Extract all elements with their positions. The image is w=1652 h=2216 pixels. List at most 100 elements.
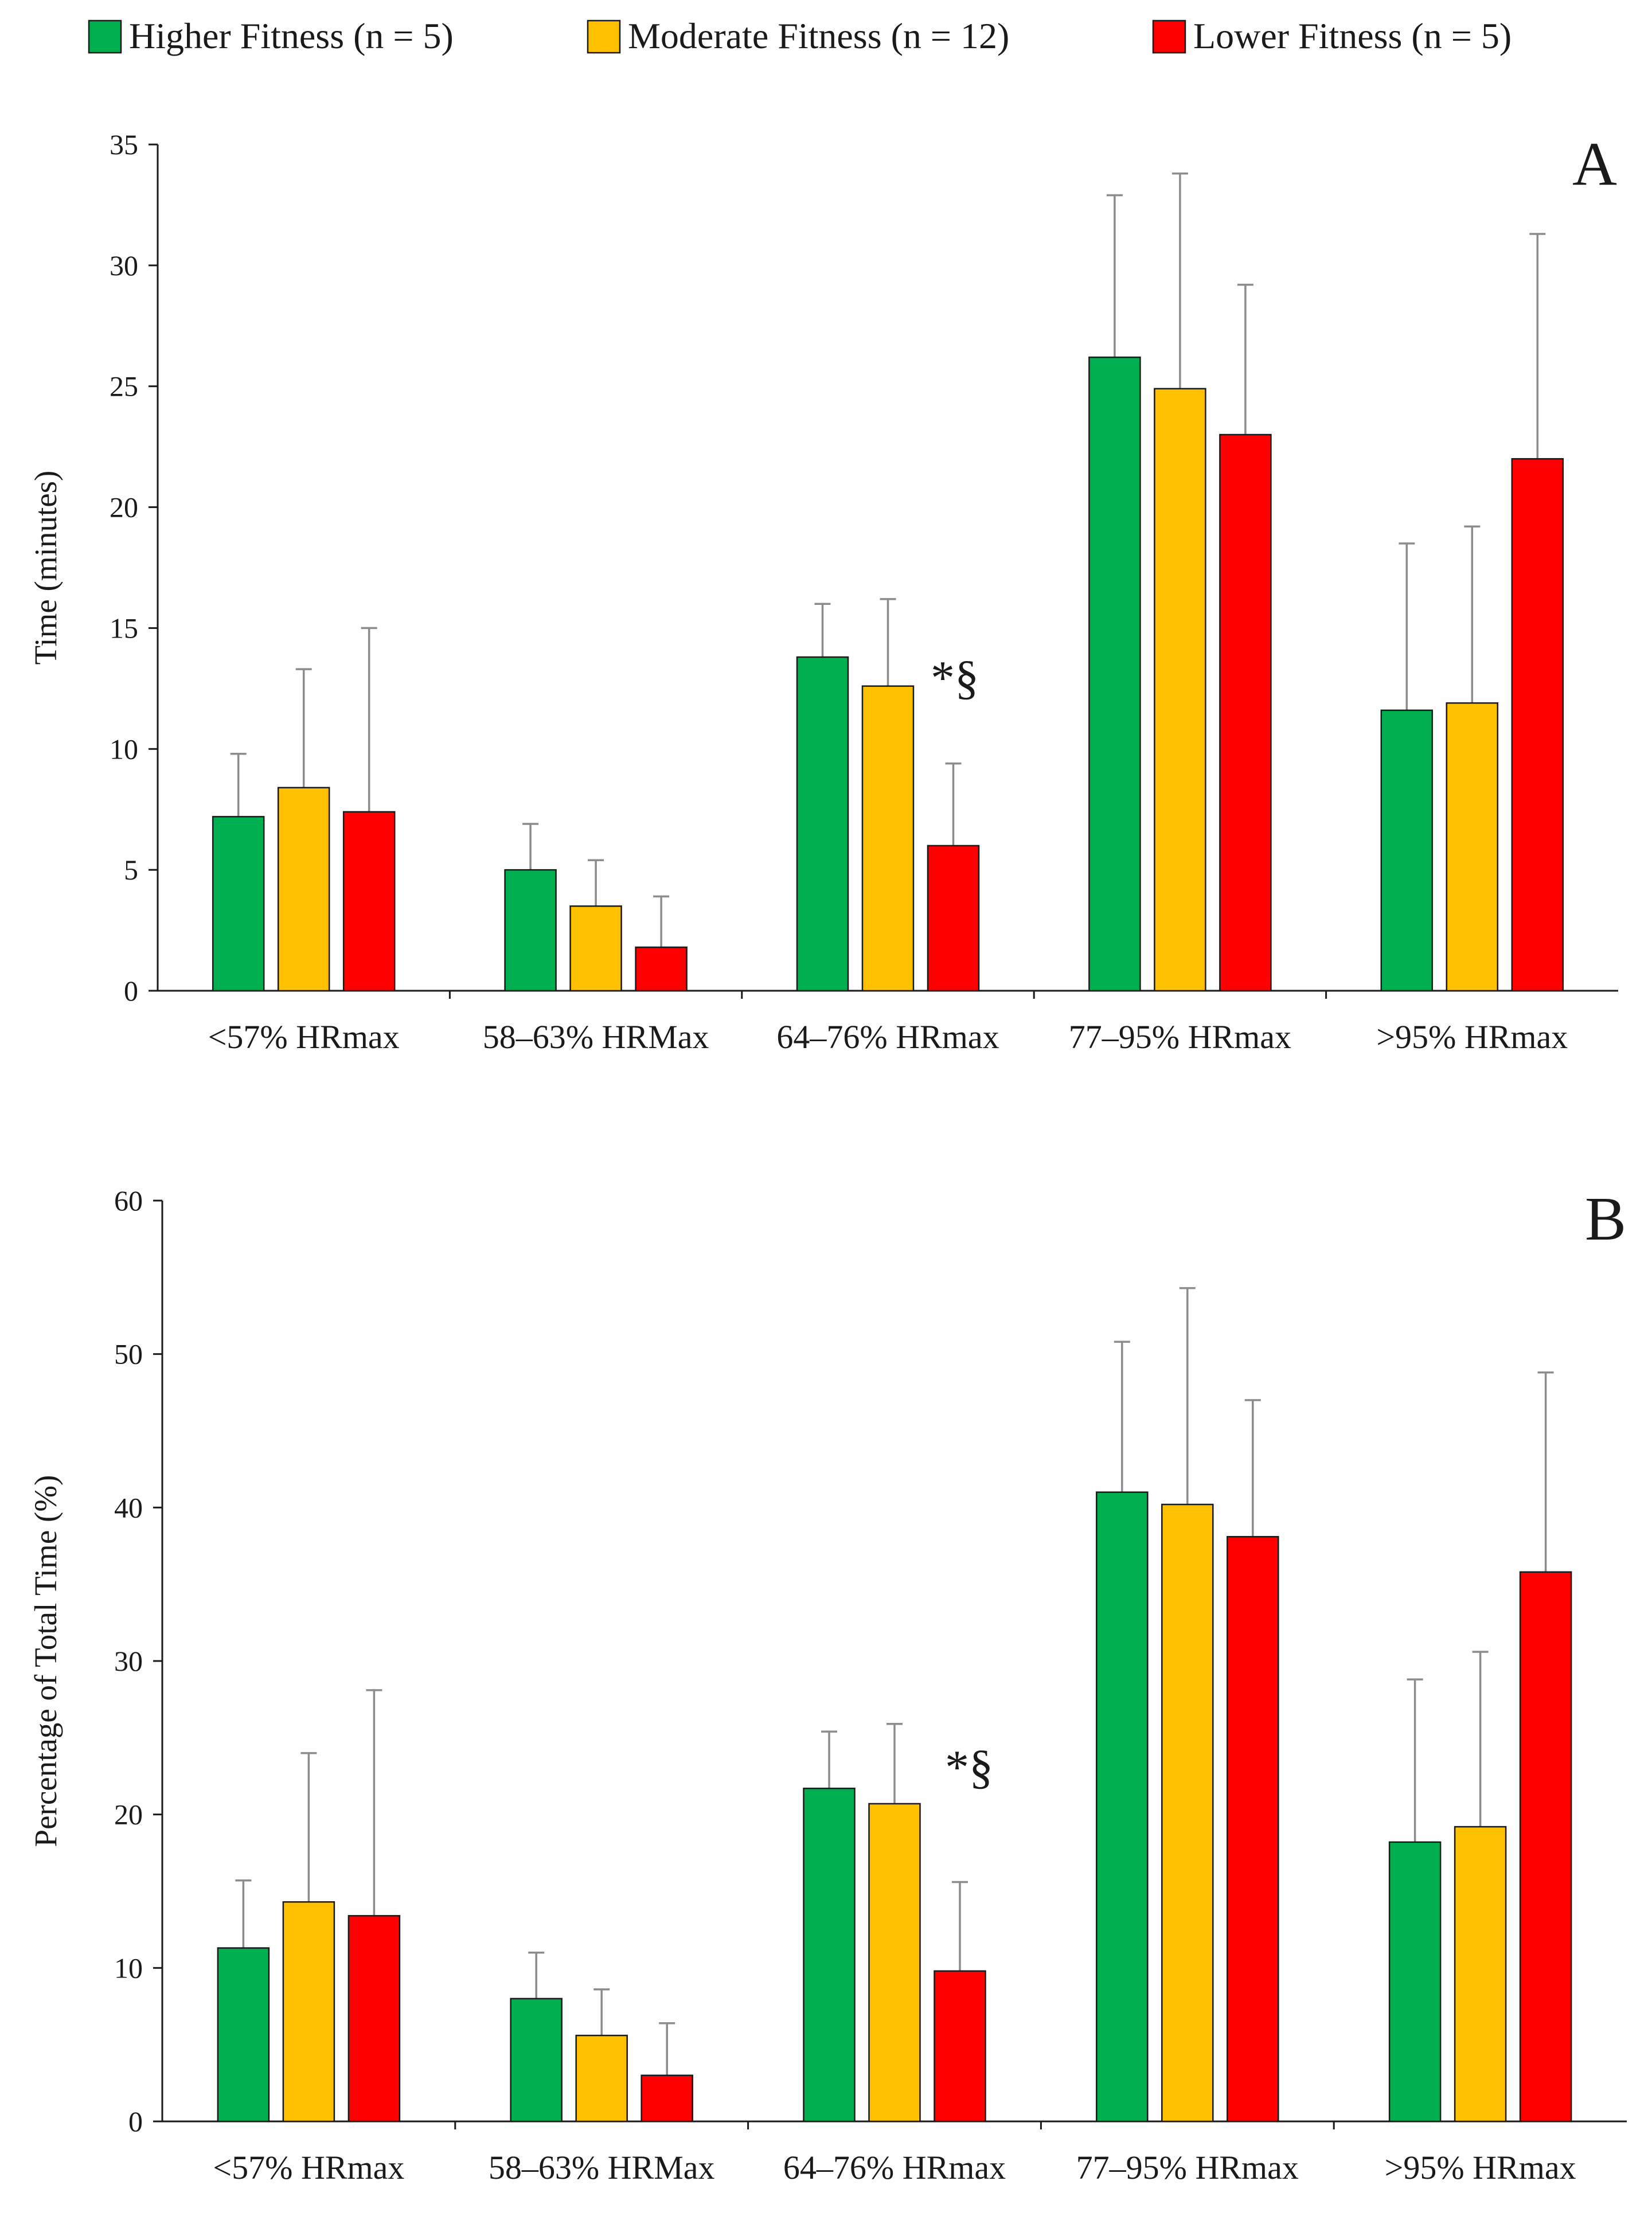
bar-a-lower-fitness-58-63 bbox=[635, 946, 688, 992]
bar-b-moderate-fitness-64-76 bbox=[868, 1803, 921, 2123]
y-tick-label-b: 30 bbox=[114, 1645, 143, 1677]
bar-a-moderate-fitness-lt57 bbox=[277, 787, 330, 992]
bar-b-moderate-fitness-77-95 bbox=[1161, 1503, 1214, 2123]
legend-label-higher-fitness: Higher Fitness (n = 5) bbox=[129, 15, 454, 56]
bar-b-moderate-fitness-gt95 bbox=[1454, 1826, 1507, 2123]
bar-a-moderate-fitness-gt95 bbox=[1446, 702, 1499, 992]
error-bar-a-moderate-fitness-gt95 bbox=[1464, 525, 1481, 704]
error-bar-a-moderate-fitness-77-95 bbox=[1171, 172, 1188, 389]
y-tick-label-b: 20 bbox=[114, 1799, 143, 1831]
error-bar-b-moderate-fitness-64-76 bbox=[886, 1722, 903, 1804]
y-tick-label-b: 10 bbox=[114, 1952, 143, 1984]
y-tick-label-b: 0 bbox=[128, 2105, 143, 2137]
bar-b-higher-fitness-lt57 bbox=[217, 1947, 270, 2123]
error-bar-b-lower-fitness-gt95 bbox=[1537, 1371, 1554, 1572]
panel-letter-b: B bbox=[1585, 1185, 1626, 1253]
y-tick-label-a: 15 bbox=[110, 612, 138, 644]
chart-panel-b: 0 10 20 30 40 50 60 Percentage of Total Time (%… bbox=[28, 1185, 1627, 2186]
y-tick-label-a: 20 bbox=[110, 491, 138, 523]
error-bar-b-higher-fitness-64-76 bbox=[821, 1730, 837, 1789]
bar-a-higher-fitness-77-95 bbox=[1088, 356, 1141, 992]
error-bar-a-moderate-fitness-58-63 bbox=[588, 859, 604, 906]
chart-panel-a: 0 5 10 15 20 25 30 35 Time (minutes) A <57% HRmax 5… bbox=[28, 128, 1618, 1056]
y-tick-label-b: 40 bbox=[114, 1491, 143, 1523]
bar-b-higher-fitness-77-95 bbox=[1096, 1491, 1149, 2123]
bar-a-lower-fitness-gt95 bbox=[1511, 458, 1564, 992]
bar-a-higher-fitness-58-63 bbox=[504, 869, 557, 992]
bar-a-moderate-fitness-64-76 bbox=[861, 685, 915, 992]
y-tick-label-a: 25 bbox=[110, 370, 138, 402]
x-category-label-b-77-95: 77–95% HRmax bbox=[1076, 2149, 1299, 2186]
legend-label-lower-fitness: Lower Fitness (n = 5) bbox=[1193, 15, 1512, 56]
legend-item-higher-fitness: Higher Fitness (n = 5) bbox=[88, 15, 454, 56]
x-category-label-b-64-76: 64–76% HRmax bbox=[783, 2149, 1006, 2186]
significance-marker-a: *§ bbox=[931, 651, 979, 705]
x-category-label-b-58-63: 58–63% HRMax bbox=[489, 2149, 715, 2186]
error-bar-b-lower-fitness-77-95 bbox=[1244, 1399, 1261, 1537]
y-tick-label-a: 0 bbox=[124, 975, 138, 1007]
bar-a-lower-fitness-64-76 bbox=[927, 845, 980, 992]
error-bar-a-higher-fitness-58-63 bbox=[522, 823, 539, 870]
error-bar-b-higher-fitness-lt57 bbox=[235, 1879, 252, 1948]
legend-swatch-moderate-fitness bbox=[587, 19, 621, 54]
x-category-label-a-77-95: 77–95% HRmax bbox=[1069, 1018, 1291, 1056]
bar-a-higher-fitness-lt57 bbox=[212, 816, 265, 992]
error-bar-a-lower-fitness-gt95 bbox=[1529, 233, 1546, 459]
error-bar-b-moderate-fitness-lt57 bbox=[300, 1752, 317, 1902]
error-bar-a-higher-fitness-lt57 bbox=[230, 752, 247, 817]
error-bar-b-lower-fitness-lt57 bbox=[366, 1689, 382, 1916]
bar-b-higher-fitness-64-76 bbox=[803, 1787, 856, 2123]
error-bar-a-lower-fitness-58-63 bbox=[653, 895, 670, 948]
legend-swatch-lower-fitness bbox=[1152, 19, 1186, 54]
y-tick-label-a: 30 bbox=[110, 249, 138, 282]
bar-b-moderate-fitness-58-63 bbox=[575, 2034, 628, 2123]
bar-a-higher-fitness-64-76 bbox=[796, 656, 849, 992]
bar-a-higher-fitness-gt95 bbox=[1380, 709, 1434, 992]
bar-b-lower-fitness-64-76 bbox=[934, 1970, 986, 2123]
x-category-label-a-gt95: >95% HRmax bbox=[1376, 1018, 1568, 1056]
legend-item-moderate-fitness: Moderate Fitness (n = 12) bbox=[587, 15, 1009, 56]
error-bar-a-higher-fitness-gt95 bbox=[1399, 542, 1415, 710]
error-bar-b-lower-fitness-58-63 bbox=[659, 2022, 675, 2076]
error-bar-b-higher-fitness-58-63 bbox=[528, 1951, 545, 1999]
x-category-label-a-58-63: 58–63% HRMax bbox=[483, 1018, 709, 1056]
error-bar-a-lower-fitness-lt57 bbox=[361, 627, 377, 812]
bar-a-lower-fitness-77-95 bbox=[1219, 433, 1272, 992]
x-category-label-b-lt57: <57% HRmax bbox=[213, 2149, 404, 2186]
error-bar-b-moderate-fitness-gt95 bbox=[1472, 1651, 1489, 1827]
y-tick-label-a: 35 bbox=[110, 128, 138, 161]
bar-a-lower-fitness-lt57 bbox=[342, 811, 396, 992]
error-bar-a-lower-fitness-77-95 bbox=[1237, 283, 1253, 435]
bar-b-moderate-fitness-lt57 bbox=[282, 1901, 335, 2123]
x-category-label-b-gt95: >95% HRmax bbox=[1385, 2149, 1576, 2186]
y-axis-title-b: Percentage of Total Time (%) bbox=[28, 1475, 63, 1847]
y-tick-label-a: 10 bbox=[110, 733, 138, 765]
error-bar-a-higher-fitness-77-95 bbox=[1106, 194, 1123, 358]
bar-a-moderate-fitness-77-95 bbox=[1154, 388, 1206, 992]
error-bar-b-moderate-fitness-77-95 bbox=[1179, 1287, 1196, 1504]
significance-marker-b: *§ bbox=[945, 1741, 993, 1794]
y-tick-label-b: 60 bbox=[114, 1185, 143, 1217]
error-bar-b-higher-fitness-gt95 bbox=[1407, 1678, 1423, 1842]
y-tick-label-a: 5 bbox=[124, 854, 138, 886]
bar-b-lower-fitness-gt95 bbox=[1519, 1571, 1572, 2123]
error-bar-b-moderate-fitness-58-63 bbox=[593, 1988, 610, 2036]
x-category-label-a-64-76: 64–76% HRmax bbox=[776, 1018, 999, 1056]
legend: Higher Fitness (n = 5) Moderate Fitness … bbox=[88, 15, 1512, 56]
bar-b-higher-fitness-gt95 bbox=[1388, 1841, 1442, 2123]
legend-item-lower-fitness: Lower Fitness (n = 5) bbox=[1152, 15, 1512, 56]
bar-b-lower-fitness-lt57 bbox=[347, 1915, 401, 2123]
error-bar-a-moderate-fitness-64-76 bbox=[880, 598, 896, 686]
panel-letter-a: A bbox=[1572, 130, 1617, 198]
bar-a-moderate-fitness-58-63 bbox=[569, 905, 622, 992]
x-category-label-a-lt57: <57% HRmax bbox=[208, 1018, 400, 1056]
legend-label-moderate-fitness: Moderate Fitness (n = 12) bbox=[628, 15, 1009, 56]
y-axis-title-a: Time (minutes) bbox=[28, 471, 63, 665]
legend-swatch-higher-fitness bbox=[88, 19, 122, 54]
bar-b-higher-fitness-58-63 bbox=[510, 1998, 563, 2123]
bar-b-lower-fitness-77-95 bbox=[1227, 1535, 1279, 2123]
error-bar-b-lower-fitness-64-76 bbox=[952, 1881, 968, 1971]
error-bar-b-higher-fitness-77-95 bbox=[1114, 1340, 1130, 1492]
error-bar-a-lower-fitness-64-76 bbox=[945, 762, 962, 846]
